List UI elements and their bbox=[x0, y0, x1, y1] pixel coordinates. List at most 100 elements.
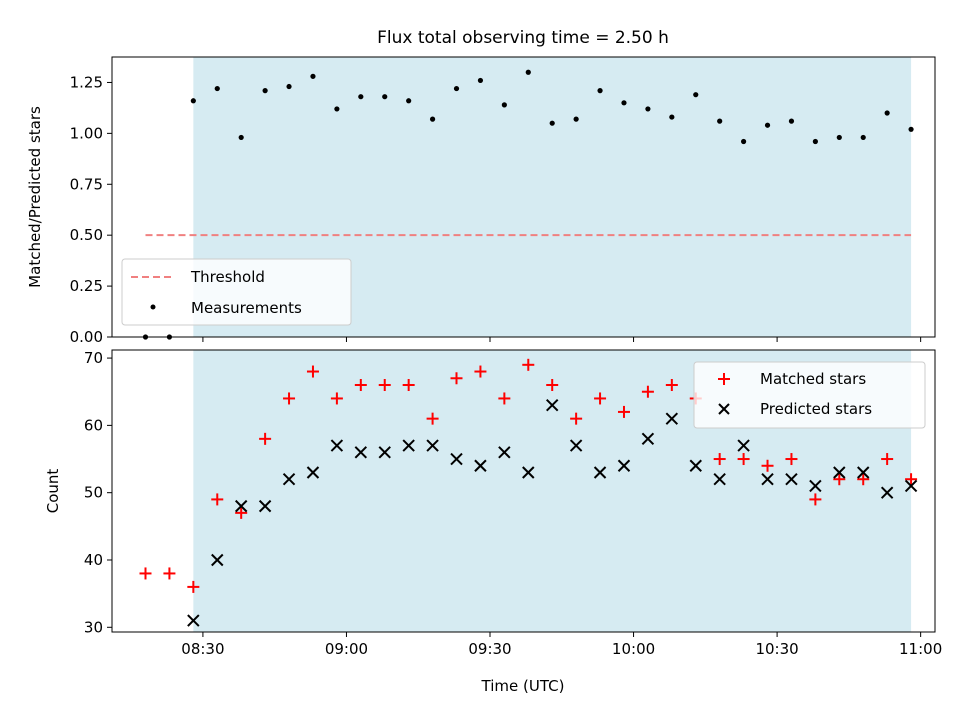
predicted-star-point bbox=[402, 439, 415, 452]
predicted-x-b bbox=[354, 446, 368, 459]
matched-star-point bbox=[330, 392, 343, 405]
chart-title: Flux total observing time = 2.50 h bbox=[377, 28, 669, 48]
matched-star-point bbox=[426, 412, 439, 425]
predicted-star-point bbox=[426, 439, 439, 452]
matched-star-point bbox=[546, 378, 559, 391]
measurement-point bbox=[525, 69, 531, 75]
matched-star-point bbox=[259, 432, 272, 445]
predicted-star-point bbox=[474, 459, 487, 472]
matched-star-point bbox=[594, 392, 607, 405]
measurement-point bbox=[741, 138, 747, 145]
y-tick-label: 30 bbox=[84, 618, 103, 636]
matched-star-point bbox=[378, 378, 391, 391]
predicted-star-point bbox=[904, 479, 918, 493]
measurement-point bbox=[836, 134, 842, 141]
matched-star-point bbox=[235, 506, 248, 519]
matched-star-point bbox=[809, 493, 822, 506]
ratio-legend: Threshold Measurements bbox=[121, 258, 352, 326]
predicted-x-b bbox=[330, 439, 344, 452]
x-tick-label: 10:00 bbox=[612, 640, 655, 658]
measurement-point bbox=[382, 94, 388, 100]
matched-star-point bbox=[354, 378, 367, 391]
x-axis-label: Time (UTC) bbox=[481, 677, 565, 695]
predicted-star-point bbox=[689, 459, 702, 472]
count-legend: Matched stars Predicted stars bbox=[693, 361, 926, 429]
predicted-x-b bbox=[258, 499, 272, 513]
y-tick-label: 1.25 bbox=[70, 73, 103, 91]
measurement-point bbox=[286, 83, 292, 90]
y-tick-label: 40 bbox=[84, 551, 103, 569]
x-tick-label: 09:30 bbox=[468, 640, 511, 658]
measurement-point bbox=[190, 98, 196, 104]
matched-star-point bbox=[163, 567, 176, 580]
x-tick-label: 10:30 bbox=[755, 640, 798, 658]
predicted-x-b bbox=[617, 459, 631, 472]
ratio-panel: Flux total observing time = 2.50 h 0.00 0… bbox=[26, 28, 936, 346]
predicted-star-point bbox=[880, 486, 894, 499]
matched-star-point bbox=[785, 453, 798, 466]
predicted-star-point bbox=[617, 459, 631, 472]
matched-star-point bbox=[306, 365, 319, 378]
measurement-point bbox=[501, 102, 507, 108]
predicted-x-b bbox=[282, 473, 296, 486]
x-tick-label: 09:00 bbox=[325, 640, 368, 658]
predicted-x-b bbox=[833, 466, 846, 479]
measurement-point bbox=[262, 88, 268, 94]
matched-star-point bbox=[187, 580, 200, 593]
matched-star-point bbox=[857, 473, 870, 486]
matched-star-point bbox=[498, 392, 511, 405]
y-tick-label: 70 bbox=[84, 349, 103, 367]
predicted-star-point bbox=[785, 473, 798, 486]
legend-measurements-swatch bbox=[150, 304, 156, 310]
ratio-y-axis-label: Matched/Predicted stars bbox=[26, 106, 44, 288]
x-tick-label: 11:00 bbox=[899, 640, 942, 658]
predicted-x-b bbox=[306, 466, 320, 479]
measurement-point bbox=[310, 73, 316, 79]
ratio-panel-frame bbox=[111, 56, 936, 338]
measurement-point bbox=[334, 106, 340, 112]
matched-star-point bbox=[617, 405, 630, 418]
predicted-x-b bbox=[234, 499, 248, 513]
matched-star-point bbox=[713, 453, 726, 466]
predicted-x-b bbox=[569, 439, 583, 452]
predicted-star-point bbox=[569, 439, 583, 452]
measurement-point bbox=[860, 134, 866, 141]
measurement-point bbox=[764, 122, 771, 128]
matched-star-point bbox=[139, 567, 152, 580]
predicted-star-point bbox=[809, 479, 822, 493]
measurement-point bbox=[453, 85, 460, 92]
predicted-x-b bbox=[737, 439, 750, 452]
matched-star-point bbox=[737, 453, 750, 466]
count-panel: 30 40 50 60 70 08:30 09:00 09:30 10:00 10:30 11:0… bbox=[44, 349, 942, 695]
predicted-x-b bbox=[402, 439, 415, 452]
predicted-star-point bbox=[306, 466, 320, 479]
measurement-point bbox=[477, 77, 484, 84]
measurement-point bbox=[645, 106, 651, 112]
matched-star-point bbox=[905, 473, 918, 486]
predicted-star-point bbox=[498, 446, 511, 459]
matched-star-point bbox=[761, 459, 774, 472]
matched-star-point bbox=[283, 392, 296, 405]
predicted-x-b bbox=[211, 553, 224, 567]
measurement-point bbox=[358, 94, 364, 100]
legend-matched-swatch bbox=[718, 373, 730, 385]
measurement-point bbox=[812, 138, 818, 145]
predicted-x-b bbox=[593, 466, 607, 479]
predicted-x-b bbox=[857, 466, 870, 479]
predicted-x-b bbox=[498, 446, 511, 459]
y-tick-label: 50 bbox=[84, 484, 103, 502]
x-tick-label: 08:30 bbox=[181, 640, 224, 658]
measurement-point bbox=[621, 100, 627, 106]
predicted-star-point bbox=[737, 439, 750, 452]
predicted-x-b bbox=[187, 614, 200, 627]
predicted-star-point bbox=[354, 446, 368, 459]
predicted-star-point bbox=[258, 499, 272, 513]
predicted-star-point bbox=[546, 398, 559, 412]
predicted-x-b bbox=[546, 398, 559, 412]
predicted-x-b bbox=[880, 486, 894, 499]
matched-star-point bbox=[881, 453, 894, 466]
y-tick-label: 1.00 bbox=[70, 124, 103, 142]
measurement-point bbox=[597, 88, 603, 94]
predicted-x-b bbox=[713, 473, 726, 486]
